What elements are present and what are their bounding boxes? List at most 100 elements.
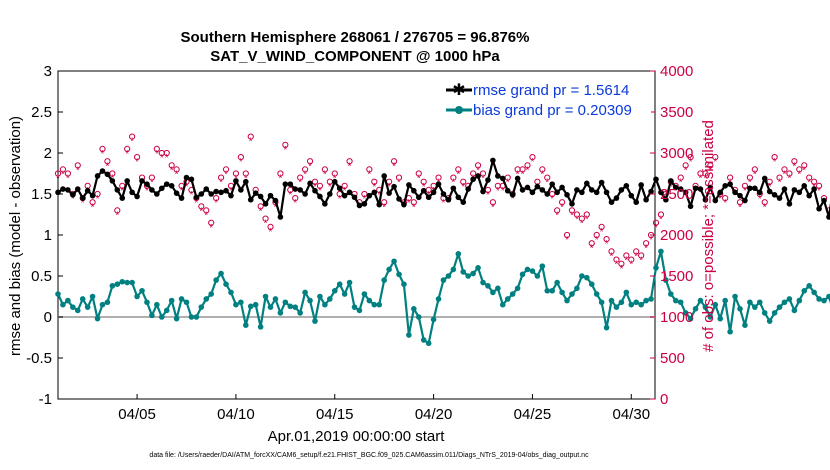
bias-point xyxy=(816,296,822,302)
obs-possible-point xyxy=(94,190,101,198)
obs-assimilated-point: * xyxy=(417,174,421,185)
rmse-point xyxy=(346,189,353,196)
rmse-point xyxy=(549,181,556,187)
obs-possible-point xyxy=(104,158,111,165)
obs-possible-point xyxy=(603,236,610,243)
rmse-point xyxy=(737,192,743,199)
bias-point xyxy=(796,297,803,304)
bias-point xyxy=(391,258,397,265)
rmse-point xyxy=(391,183,397,190)
obs-possible-point xyxy=(203,207,210,214)
rmse-point xyxy=(658,189,664,196)
bias-point xyxy=(495,285,501,292)
obs-possible-point xyxy=(702,170,709,177)
bias-point xyxy=(435,296,442,302)
rmse-point xyxy=(455,194,462,201)
y2-tick-label: 1500 xyxy=(660,268,693,285)
obs-assimilated-point: * xyxy=(165,153,169,164)
bias-point xyxy=(218,270,224,277)
rmse-point xyxy=(282,181,289,187)
bias-point xyxy=(653,265,659,271)
obs-possible-point xyxy=(208,219,215,226)
obs-assimilated-point: * xyxy=(748,178,752,189)
y-tick-label: 0 xyxy=(44,309,52,326)
y-axis-right: 0 500 1000 1500 2000 2500 3000 3500 4000 xyxy=(650,63,693,408)
y2-tick-label: 0 xyxy=(660,391,668,408)
chart-subtitle: SAT_V_WIND_COMPONENT @ 1000 hPa xyxy=(210,48,500,65)
bias-point xyxy=(317,293,323,300)
bias-point xyxy=(490,289,496,296)
bias-point xyxy=(811,289,817,296)
y-axis-left: -1 -0.5 0 0.5 1 1.5 2 2.5 3 xyxy=(26,63,63,408)
obs-assimilated-point: * xyxy=(61,170,65,181)
obs-assimilated-point: * xyxy=(634,252,638,263)
rmse-point xyxy=(139,178,145,184)
bias-point xyxy=(687,315,694,322)
bias-point xyxy=(608,297,615,304)
obs-possible-point xyxy=(643,240,650,247)
obs-possible-point xyxy=(554,207,561,214)
obs-possible-point xyxy=(331,170,338,177)
obs-assimilated-point: * xyxy=(298,178,302,189)
obs-possible-point xyxy=(242,170,249,177)
obs-assimilated-point: * xyxy=(273,202,277,213)
bias-point xyxy=(287,303,294,310)
obs-possible-point xyxy=(460,178,467,185)
obs-assimilated-point: * xyxy=(595,235,599,246)
obs-possible-point xyxy=(583,211,590,218)
bias-point xyxy=(292,304,299,310)
rmse-point xyxy=(238,187,244,193)
bias-point xyxy=(643,297,649,304)
obs-count-series: * * **** ************ * ** ** **** *************… xyxy=(54,133,830,275)
rmse-point xyxy=(613,195,620,201)
bias-point xyxy=(60,301,66,308)
bias-point xyxy=(114,281,121,288)
bias-point xyxy=(539,263,546,269)
bias-point xyxy=(628,301,635,308)
bias-point xyxy=(430,316,437,323)
legend-rmse-marker: ✱ xyxy=(452,82,465,99)
obs-possible-point xyxy=(746,174,753,181)
rmse-point xyxy=(312,187,318,194)
bias-point xyxy=(208,291,215,297)
obs-possible-point xyxy=(64,170,71,177)
rmse-point xyxy=(821,197,827,204)
rmse-point xyxy=(470,176,476,183)
obs-assimilated-point: * xyxy=(792,161,796,172)
obs-assimilated-point: * xyxy=(397,178,401,189)
bias-point xyxy=(193,314,200,320)
obs-assimilated-point: * xyxy=(610,252,614,263)
obs-assimilated-point: * xyxy=(699,174,703,185)
rmse-point xyxy=(327,191,333,197)
y2-tick-label: 3000 xyxy=(660,145,693,162)
bias-point xyxy=(119,278,126,285)
rmse-point xyxy=(628,192,635,199)
rmse-point xyxy=(771,192,778,198)
rmse-point xyxy=(386,190,392,196)
obs-assimilated-point: * xyxy=(199,206,203,217)
obs-assimilated-point: * xyxy=(155,149,159,160)
plot-frame xyxy=(57,70,656,400)
bias-point xyxy=(786,296,793,302)
bias-point xyxy=(242,322,249,329)
obs-possible-point xyxy=(153,145,160,152)
bias-point xyxy=(806,283,812,289)
obs-possible-point xyxy=(213,195,220,202)
obs-possible-point xyxy=(707,162,714,169)
obs-possible-point xyxy=(133,154,141,161)
y-tick-label: 3 xyxy=(44,63,52,80)
obs-possible-point xyxy=(129,133,136,140)
rmse-point xyxy=(302,191,308,197)
bias-point xyxy=(623,289,630,296)
bias-point xyxy=(124,279,130,286)
rmse-point xyxy=(766,188,773,195)
bias-point xyxy=(351,304,358,310)
y-tick-label: -1 xyxy=(39,391,52,408)
x-tick-label: 04/10 xyxy=(217,406,255,423)
rmse-point xyxy=(811,186,817,192)
bias-point xyxy=(322,301,328,308)
y2-tick-label: 500 xyxy=(660,350,685,367)
obs-possible-point xyxy=(470,170,477,177)
obs-possible-point xyxy=(544,174,551,181)
obs-assimilated-point: * xyxy=(461,182,465,193)
